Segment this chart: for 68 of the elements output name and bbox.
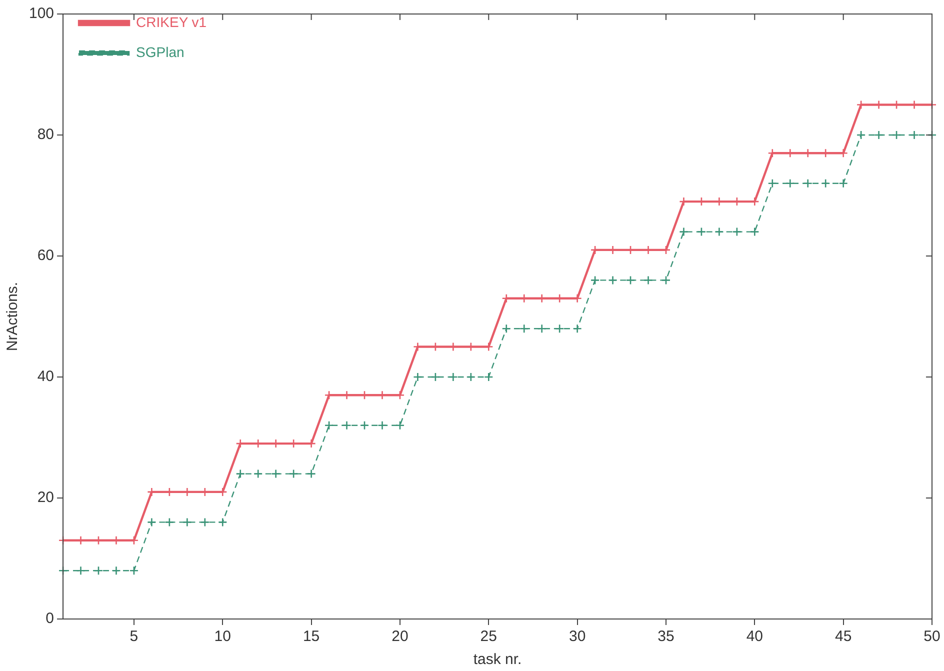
point [714,227,724,236]
point [430,372,440,382]
point [218,518,228,527]
point [679,227,688,236]
y-axis-title: NrActions. [4,282,22,352]
x-tick-label: 15 [302,628,320,646]
point [271,469,280,478]
x-tick-label: 25 [480,628,497,646]
point [820,178,830,188]
point [378,420,387,430]
point [572,324,582,334]
legend-label: SGPlan [136,44,184,60]
point [182,518,192,527]
point [76,566,86,576]
point [750,227,760,236]
point [466,372,476,382]
point [856,130,866,140]
point [112,566,121,576]
y-tick-label: 80 [37,126,54,144]
y-tick-label: 40 [37,368,54,386]
point [696,227,706,236]
point [484,372,494,382]
point [803,178,813,188]
point [324,420,334,430]
point [644,276,653,285]
point [910,130,919,140]
point [253,469,263,478]
point [236,469,246,478]
point [164,518,174,527]
point [590,276,600,285]
x-tick-label: 35 [658,628,674,646]
point [785,178,795,188]
point [626,276,636,285]
point [608,276,618,285]
x-tick-label: 20 [392,628,408,646]
point [502,324,512,334]
x-tick-label: 10 [214,628,231,646]
y-tick-label: 0 [46,610,54,628]
point [288,469,298,478]
x-tick-label: 40 [746,628,763,646]
x-tick-label: 45 [834,628,852,646]
point [360,420,370,430]
point [838,178,848,188]
point [342,420,352,430]
point [306,469,316,478]
point [554,324,564,334]
point [892,130,902,140]
point [768,178,778,188]
y-tick-label: 100 [28,5,54,22]
text: CRIKEY v1 [136,14,207,30]
x-tick-label: 5 [130,628,138,646]
point [94,566,104,576]
point [395,420,405,430]
x-axis-title: task nr. [473,651,522,668]
point [147,518,156,527]
x-tick-label: 30 [568,628,586,646]
point [732,227,742,236]
point [519,324,529,334]
point [448,372,458,382]
point [537,324,546,334]
point [129,566,139,576]
point [200,518,210,527]
point [413,372,422,382]
y-tick-label: 20 [37,489,54,506]
x-tick-label: 50 [924,628,940,646]
point [874,130,884,140]
point [661,276,671,285]
y-tick-label: 60 [37,247,54,264]
